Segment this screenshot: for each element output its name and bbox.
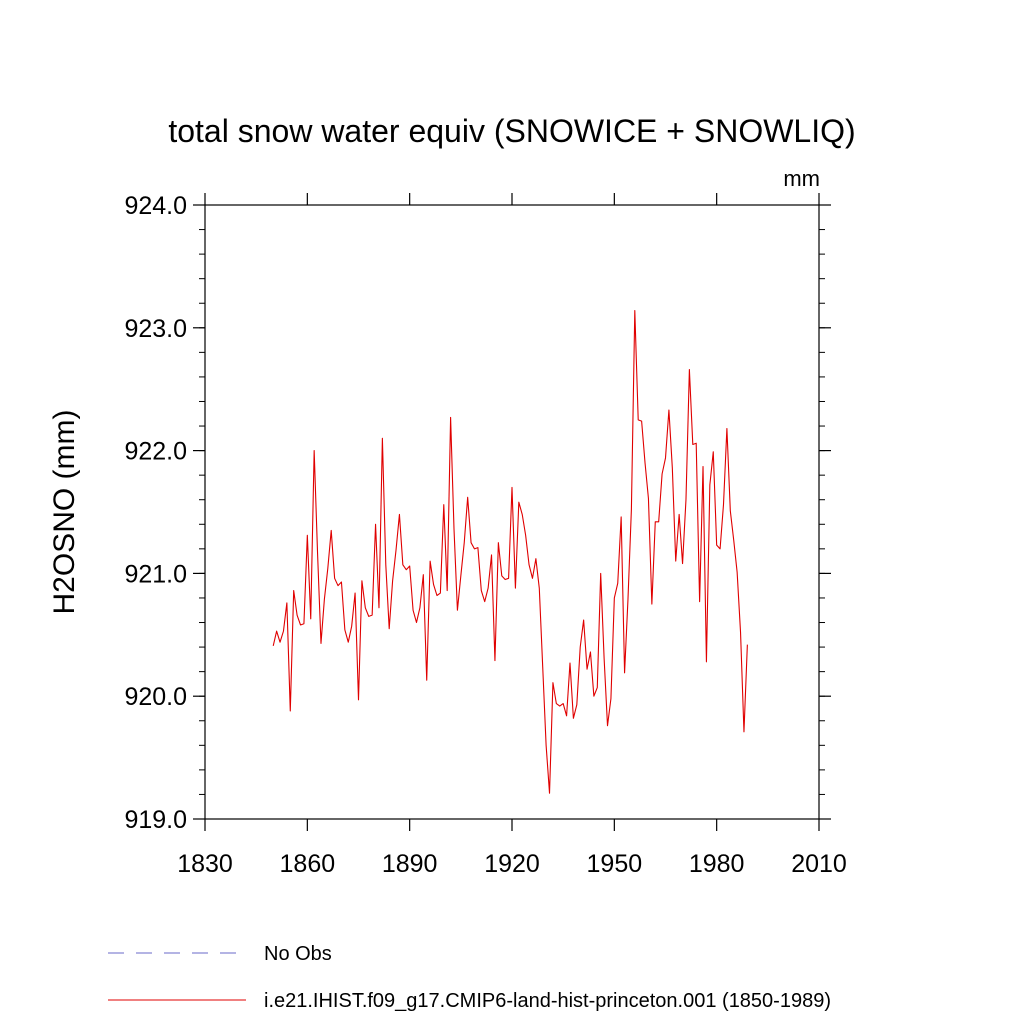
legend-label: i.e21.IHIST.f09_g17.CMIP6-land-hist-prin… xyxy=(264,990,831,1012)
x-tick-label: 1830 xyxy=(177,850,233,878)
y-tick-label: 921.0 xyxy=(124,560,187,588)
x-tick-label: 1890 xyxy=(382,850,438,878)
y-axis-label: H2OSNO (mm) xyxy=(48,410,81,615)
units-label: mm xyxy=(783,166,820,191)
plot-area xyxy=(272,310,748,794)
x-tick-label: 1980 xyxy=(689,850,745,878)
y-tick-label: 920.0 xyxy=(124,683,187,711)
plot-frame xyxy=(204,204,820,820)
chart-title: total snow water equiv (SNOWICE + SNOWLI… xyxy=(168,113,855,149)
x-axis-ticks: 1830 1860 1890 1920 1950 1980 2010 xyxy=(177,193,847,878)
x-tick-label: 1950 xyxy=(587,850,643,878)
x-tick-label: 2010 xyxy=(791,850,847,878)
legend-label: No Obs xyxy=(264,943,332,965)
series-line xyxy=(272,310,748,794)
y-axis-ticks: 919.0 920.0 921.0 922.0 923.0 924.0 xyxy=(124,192,831,834)
legend: No Obs i.e21.IHIST.f09_g17.CMIP6-land-his… xyxy=(108,943,831,1012)
y-tick-label: 923.0 xyxy=(124,315,187,343)
y-tick-label: 922.0 xyxy=(124,438,187,466)
x-tick-label: 1860 xyxy=(280,850,336,878)
y-tick-label: 919.0 xyxy=(124,806,187,834)
y-tick-label: 924.0 xyxy=(124,192,187,220)
x-tick-label: 1920 xyxy=(484,850,540,878)
